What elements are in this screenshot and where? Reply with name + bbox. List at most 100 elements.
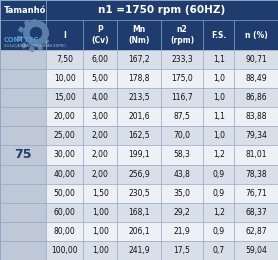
- Text: 83,88: 83,88: [245, 112, 267, 121]
- Bar: [0, 0, 46, 50]
- Text: 86,86: 86,86: [245, 93, 267, 102]
- Bar: [46, 0, 278, 20]
- Text: 1,50: 1,50: [92, 189, 109, 198]
- Bar: [0, 126, 46, 145]
- Text: 2,00: 2,00: [92, 151, 109, 159]
- Bar: [18, 36, 23, 41]
- Text: 40,00: 40,00: [54, 170, 76, 179]
- Bar: [44, 30, 49, 36]
- Bar: [39, 22, 46, 29]
- Text: 75: 75: [14, 148, 32, 161]
- Bar: [21, 42, 28, 49]
- Text: 230,5: 230,5: [128, 189, 150, 198]
- Text: n1 =1750 rpm (60HZ): n1 =1750 rpm (60HZ): [98, 5, 226, 15]
- Text: I: I: [63, 30, 66, 40]
- Bar: [43, 38, 49, 45]
- Text: 1,0: 1,0: [213, 131, 225, 140]
- Text: 68,37: 68,37: [245, 208, 267, 217]
- Bar: [0, 222, 46, 241]
- Text: 1,2: 1,2: [213, 208, 225, 217]
- Text: 20,00: 20,00: [54, 112, 76, 121]
- Text: 76,71: 76,71: [245, 189, 267, 198]
- Bar: [0, 50, 46, 69]
- Text: 175,0: 175,0: [171, 74, 193, 83]
- Text: 1,0: 1,0: [213, 74, 225, 83]
- Bar: [37, 44, 43, 51]
- Text: P
(Cv): P (Cv): [91, 25, 109, 45]
- Bar: [46, 165, 278, 184]
- Text: n (%): n (%): [245, 30, 267, 40]
- Text: 1,0: 1,0: [213, 93, 225, 102]
- Bar: [46, 107, 278, 126]
- Bar: [0, 241, 46, 260]
- Text: 4,00: 4,00: [92, 93, 109, 102]
- Circle shape: [24, 21, 48, 45]
- Text: 35,0: 35,0: [173, 189, 190, 198]
- Circle shape: [24, 21, 48, 45]
- Bar: [18, 26, 24, 33]
- Text: 2,00: 2,00: [92, 170, 109, 179]
- Text: 60,00: 60,00: [54, 208, 76, 217]
- Text: 241,9: 241,9: [128, 246, 150, 255]
- Text: 5,00: 5,00: [92, 74, 109, 83]
- Circle shape: [31, 28, 41, 38]
- Bar: [46, 20, 278, 50]
- Bar: [0, 69, 46, 88]
- Text: Mn
(Nm): Mn (Nm): [128, 25, 150, 45]
- Text: 100,00: 100,00: [51, 246, 78, 255]
- Text: 0,9: 0,9: [213, 227, 225, 236]
- Bar: [0, 165, 46, 184]
- Bar: [0, 107, 46, 126]
- Bar: [46, 126, 278, 145]
- Bar: [29, 46, 35, 52]
- Text: 62,87: 62,87: [245, 227, 267, 236]
- Text: 90,71: 90,71: [245, 55, 267, 64]
- Circle shape: [31, 28, 41, 38]
- Text: 21,9: 21,9: [173, 227, 190, 236]
- Text: 88,49: 88,49: [245, 74, 267, 83]
- Text: 1,2: 1,2: [213, 151, 225, 159]
- Text: 1,00: 1,00: [92, 227, 109, 236]
- Text: 178,8: 178,8: [128, 74, 150, 83]
- Bar: [24, 20, 30, 27]
- Text: 256,9: 256,9: [128, 170, 150, 179]
- Text: F.S.: F.S.: [211, 30, 226, 40]
- Bar: [46, 88, 278, 107]
- Text: 29,2: 29,2: [173, 208, 190, 217]
- Text: 1,00: 1,00: [92, 208, 109, 217]
- Text: 0,9: 0,9: [213, 189, 225, 198]
- Text: 168,1: 168,1: [128, 208, 150, 217]
- Text: 167,2: 167,2: [128, 55, 150, 64]
- Bar: [46, 222, 278, 241]
- Text: 70,0: 70,0: [173, 131, 190, 140]
- Bar: [0, 145, 46, 165]
- Text: 0,9: 0,9: [213, 170, 225, 179]
- Text: 2,00: 2,00: [92, 131, 109, 140]
- Text: 10,00: 10,00: [54, 74, 76, 83]
- Text: 87,5: 87,5: [173, 112, 190, 121]
- Bar: [46, 203, 278, 222]
- Text: 81,01: 81,01: [245, 151, 267, 159]
- Bar: [0, 184, 46, 203]
- Text: 43,8: 43,8: [173, 170, 190, 179]
- Text: 0,7: 0,7: [213, 246, 225, 255]
- Text: 15,00: 15,00: [54, 93, 76, 102]
- Text: 59,04: 59,04: [245, 246, 267, 255]
- Text: 25,00: 25,00: [54, 131, 76, 140]
- Bar: [46, 241, 278, 260]
- Text: 30,00: 30,00: [54, 151, 76, 159]
- Text: 233,3: 233,3: [171, 55, 193, 64]
- Text: Tamanhó: Tamanhó: [4, 5, 46, 15]
- Text: 1,1: 1,1: [213, 55, 225, 64]
- Bar: [46, 50, 278, 69]
- Text: 201,6: 201,6: [128, 112, 150, 121]
- Text: 213,5: 213,5: [128, 93, 150, 102]
- Text: 6,00: 6,00: [92, 55, 109, 64]
- Text: 162,5: 162,5: [128, 131, 150, 140]
- Text: 50,00: 50,00: [54, 189, 76, 198]
- Text: 58,3: 58,3: [173, 151, 190, 159]
- Text: CONTTEC: CONTTEC: [4, 37, 39, 43]
- Bar: [0, 203, 46, 222]
- Bar: [46, 184, 278, 203]
- Text: 3,00: 3,00: [92, 112, 109, 121]
